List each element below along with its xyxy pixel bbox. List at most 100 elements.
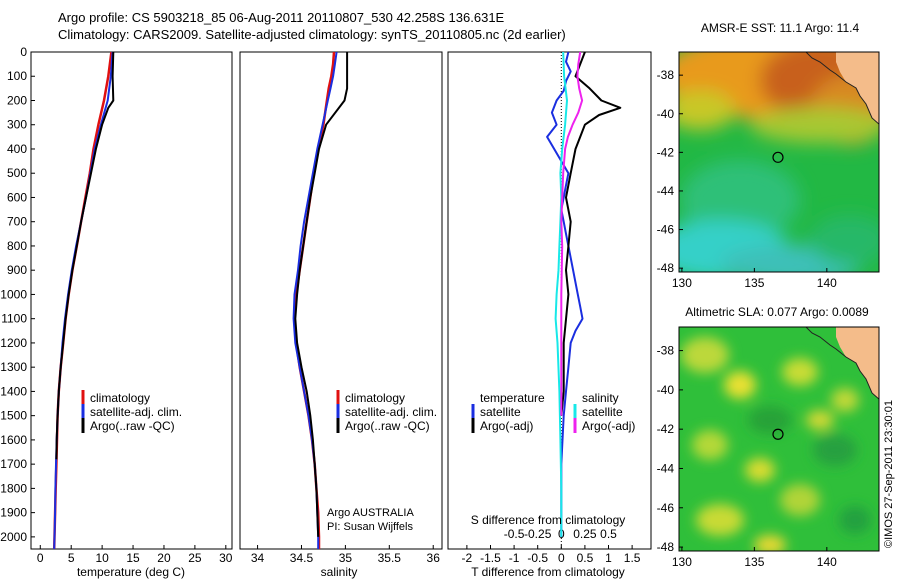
depth-axis: 0 100 200 300 400 500 600 700 800 900 1000 1100 1200… <box>0 45 35 544</box>
series-line-argo-raw-qc- <box>294 52 349 537</box>
depth-tick-label: 1700 <box>0 457 27 471</box>
depth-tick-label: 1100 <box>1 312 27 326</box>
series-line-salinity-argo-adj- <box>560 51 584 416</box>
legend-temperature-satellite-label: satellite <box>480 405 521 419</box>
sst-map-title: AMSR-E SST: 11.1 Argo: 11.4 <box>701 21 860 35</box>
temperature-x-axis: 0 5 10 15 20 25 30 <box>37 545 233 565</box>
x-tick-label: 1.5 <box>624 551 641 565</box>
lon-tick-label: 135 <box>744 276 764 290</box>
salinity-x-label: salinity <box>321 565 358 579</box>
depth-tick-label: 100 <box>7 69 27 83</box>
legend-argo-raw-label: Argo(..raw -QC) <box>345 419 430 433</box>
depth-tick-label: 2000 <box>0 530 27 544</box>
legend-argo-raw-label: Argo(..raw -QC) <box>90 419 175 433</box>
series-line-climatology <box>52 51 113 550</box>
sla-map-frame <box>678 326 880 552</box>
difference-panel-frame <box>447 51 652 550</box>
x-tick-label: 34 <box>251 551 265 565</box>
depth-tick-label: 1800 <box>0 481 27 495</box>
series-line-climatology <box>293 51 336 549</box>
temperature-profiles <box>52 51 115 550</box>
s-difference-axis: -0.5 -0.25 0 0.25 0.5 <box>504 527 617 541</box>
depth-tick-label: 1400 <box>0 384 27 398</box>
x-tick-label: 10 <box>95 551 109 565</box>
sla-map-title: Altimetric SLA: 0.077 Argo: 0.0089 <box>685 305 869 319</box>
s-tick-label: 0.25 <box>573 527 597 541</box>
temperature-legend: climatology satellite-adj. clim. Argo(..… <box>81 390 182 433</box>
x-tick-label: -0.5 <box>527 551 548 565</box>
agency-note: Argo AUSTRALIA <box>327 507 414 519</box>
x-tick-label: 34.5 <box>290 551 314 565</box>
lat-tick-label: -42 <box>657 422 675 436</box>
s-difference-label: S difference from climatology <box>471 513 626 527</box>
series-line-satellite-adj-clim- <box>53 51 114 550</box>
temperature-panel-frame <box>30 51 233 550</box>
x-tick-label: 1 <box>605 551 612 565</box>
salinity-x-axis: 34 34.5 35 35.5 36 <box>251 545 440 565</box>
sst-map <box>679 52 879 272</box>
lon-tick-label: 130 <box>672 555 692 569</box>
legend-salinity-header: salinity <box>582 391 619 405</box>
x-tick-label: 36 <box>427 551 441 565</box>
salinity-panel-frame <box>239 51 443 550</box>
pi-note: PI: Susan Wijffels <box>327 521 413 533</box>
lat-tick-label: -40 <box>657 107 675 121</box>
depth-tick-label: 500 <box>7 166 27 180</box>
lon-tick-label: 130 <box>672 276 692 290</box>
lat-tick-label: -42 <box>657 145 675 159</box>
t-difference-x-axis: -2 -1.5 -1 -0.5 0 0.5 1 1.5 <box>462 545 641 565</box>
lat-tick-label: -38 <box>657 68 675 82</box>
depth-tick-label: 1300 <box>0 360 27 374</box>
legend-temperature-header: temperature <box>480 391 545 405</box>
x-tick-label: -1 <box>509 551 520 565</box>
depth-tick-label: 900 <box>7 263 27 277</box>
legend-salinity-satellite-label: satellite <box>582 405 623 419</box>
header-line-1: Argo profile: CS 5903218_85 06-Aug-2011 … <box>58 10 505 25</box>
x-tick-label: 5 <box>68 551 75 565</box>
x-tick-label: 0 <box>37 551 44 565</box>
x-tick-label: 0.5 <box>577 551 594 565</box>
difference-legend: temperature salinity satellite Argo(-adj… <box>471 391 635 433</box>
depth-tick-label: 0 <box>20 45 27 59</box>
depth-tick-label: 1600 <box>0 433 27 447</box>
depth-tick-label: 700 <box>7 215 27 229</box>
lon-tick-label: 140 <box>817 555 837 569</box>
legend-climatology-label: climatology <box>90 391 150 405</box>
lat-tick-label: -44 <box>657 184 675 198</box>
lat-tick-label: -44 <box>657 461 675 475</box>
lon-tick-label: 135 <box>744 555 764 569</box>
x-tick-label: 35.5 <box>378 551 402 565</box>
depth-tick-label: 1200 <box>0 336 27 350</box>
float-location-marker <box>772 428 784 440</box>
lat-tick-label: -38 <box>657 344 675 358</box>
depth-tick-label: 400 <box>7 142 27 156</box>
depth-tick-label: 1900 <box>0 506 27 520</box>
lat-tick-label: -40 <box>657 383 675 397</box>
depth-tick-label: 300 <box>7 118 27 132</box>
series-line-temperature-argo-adj- <box>560 51 622 416</box>
landmass-australia <box>836 327 879 400</box>
lat-tick-label: -46 <box>657 501 675 515</box>
x-tick-label: 25 <box>188 551 202 565</box>
depth-tick-label: 1500 <box>0 409 27 423</box>
float-location-marker <box>772 151 784 163</box>
sla-map <box>679 327 879 551</box>
x-tick-label: 15 <box>126 551 140 565</box>
salinity-profiles <box>292 51 349 549</box>
depth-tick-label: 200 <box>7 93 27 107</box>
depth-tick-label: 1000 <box>0 287 27 301</box>
series-line-argo-raw-qc- <box>55 51 115 460</box>
legend-climatology-label: climatology <box>345 391 405 405</box>
lat-tick-label: -46 <box>657 223 675 237</box>
temperature-x-label: temperature (deg C) <box>77 565 185 579</box>
x-tick-label: 0 <box>558 551 565 565</box>
x-tick-label: 35 <box>339 551 353 565</box>
s-tick-label: -0.25 <box>524 527 552 541</box>
t-difference-label: T difference from climatology <box>471 565 625 579</box>
legend-salinity-argo-label: Argo(-adj) <box>582 419 635 433</box>
lat-tick-label: -48 <box>657 540 675 554</box>
x-tick-label: 20 <box>157 551 171 565</box>
